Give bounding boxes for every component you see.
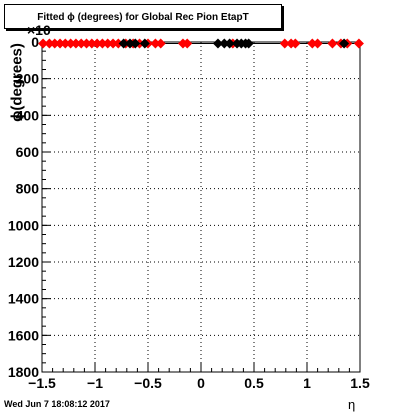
x-axis-label: η [348,397,356,412]
data-point [38,38,49,49]
data-point [339,38,350,49]
y-tick-label: 1200 [8,254,39,270]
data-point [139,38,150,49]
y-axis: 0 200 400 600 800 1000 1200 1400 1600 1800 [8,34,51,380]
data-point [81,38,92,49]
data-point [70,38,81,49]
data-point [65,38,76,49]
data-point [44,38,55,49]
data-point [353,38,364,49]
data-point [124,38,135,49]
grid-lines [42,42,360,372]
data-point [76,38,87,49]
chart-title: Fitted ϕ (degrees) for Global Rec Pion E… [4,4,282,29]
data-point [92,38,103,49]
y-tick-label: 1400 [8,291,39,307]
data-point [150,38,161,49]
timestamp-footer: Wed Jun 7 18:08:12 2017 [4,399,110,409]
data-point [86,38,97,49]
y-tick-label: 200 [16,71,40,87]
data-points [38,38,364,49]
data-point [49,38,60,49]
data-point [224,38,235,49]
y-tick-label: 1000 [8,217,39,233]
y-tick-label: 400 [16,107,40,123]
y-tick-label: 1800 [8,364,39,380]
y-exponent-label: ×10 [27,22,51,38]
data-point [102,38,113,49]
y-tick-label: 600 [16,144,40,160]
data-point [219,38,230,49]
x-tick-label: −0.5 [134,375,162,391]
data-point [279,38,290,49]
x-tick-label: 0 [197,375,205,391]
x-tick-label: 1.5 [350,375,370,391]
data-point [55,38,66,49]
y-tick-label: 0 [31,34,39,50]
x-axis: −1.5 −1 −0.5 0 0.5 1 1.5 [28,363,370,391]
data-point [327,38,338,49]
data-point [243,38,254,49]
x-tick-label: −1 [87,375,103,391]
x-tick-label: −1.5 [28,375,56,391]
data-point [113,38,124,49]
data-point [290,38,301,49]
data-point [130,38,141,49]
x-tick-label: 1 [303,375,311,391]
y-tick-label: 1600 [8,327,39,343]
data-point [212,38,223,49]
x-tick-label: 0.5 [244,375,264,391]
y-axis-label: ϕ(degrees) [8,43,26,122]
data-point [307,38,318,49]
data-point [182,38,193,49]
data-point [97,38,108,49]
data-point [155,38,166,49]
data-point [312,38,323,49]
data-point [60,38,71,49]
data-point [118,38,129,49]
data-point [108,38,119,49]
y-tick-label: 800 [16,181,40,197]
